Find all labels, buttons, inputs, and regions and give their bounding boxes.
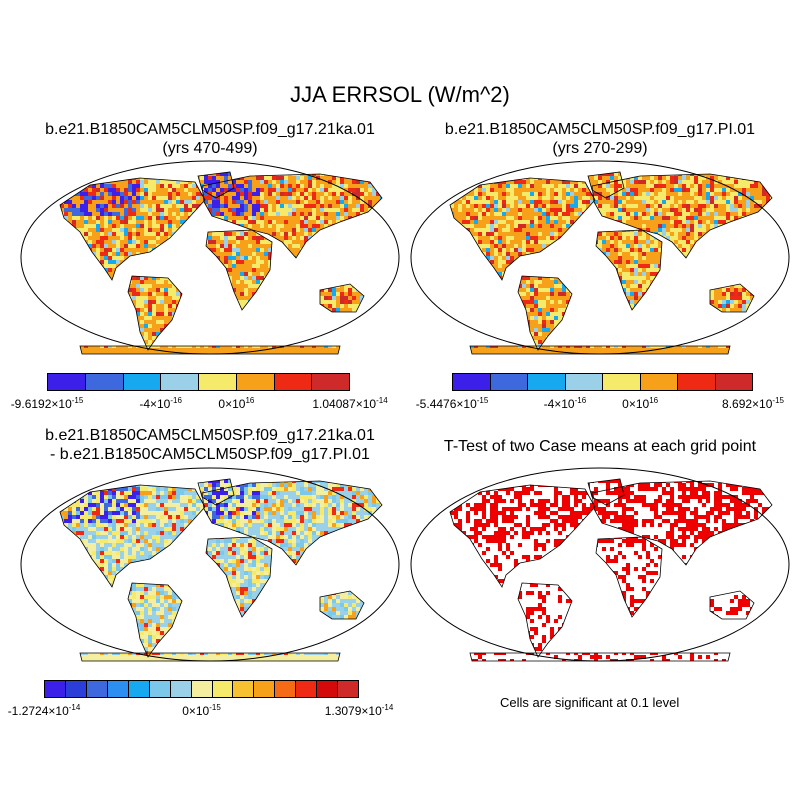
map-coastlines [59, 478, 383, 662]
tick-exponent: -14 [381, 703, 394, 712]
map-border [410, 467, 790, 662]
colorbar-tick-label: -1.2724×10-14 [8, 703, 81, 718]
panel-title-diff: b.e21.B1850CAM5CLM50SP.f09_g17.21ka.01 -… [20, 426, 400, 464]
colorbar-swatch [212, 681, 234, 697]
colorbar-swatch [338, 681, 359, 697]
panel-title-line: - b.e21.B1850CAM5CLM50SP.f09_g17.PI.01 [50, 446, 370, 463]
panel-title-line: T-Test of two Case means at each grid po… [443, 438, 757, 455]
colorbar-tick-label: 0×1016 [622, 396, 658, 411]
tick-exponent: -16 [170, 396, 182, 405]
colorbar-tick-label: -4×10-16 [139, 396, 182, 411]
colorbar-tick-label: 1.3079×10-14 [325, 703, 394, 718]
colorbar-swatch [128, 681, 150, 697]
tick-base: -1.2724×10 [7, 704, 69, 718]
colorbar-tick-label: -9.6192×10-15 [11, 396, 84, 411]
colorbar-swatch [678, 374, 716, 390]
colorbar-case2 [452, 373, 753, 391]
colorbar-swatch [123, 374, 162, 390]
tick-base: 1.3079×10 [324, 704, 382, 718]
tick-exponent: -14 [376, 396, 388, 405]
colorbar-swatch [453, 374, 491, 390]
colorbar-labels-case1: -9.6192×10-15 -4×10-16 0×1016 1.04087×10-14 [11, 396, 388, 412]
tick-exponent: 16 [245, 396, 255, 405]
tick-base: 0×10 [622, 397, 650, 411]
tick-exponent: -15 [71, 396, 84, 405]
panel-title-line: (yrs 470-499) [162, 140, 258, 157]
colorbar-swatch [170, 681, 192, 697]
tick-exponent: -14 [68, 703, 81, 712]
colorbar-swatch [199, 374, 237, 390]
colorbar-swatch [312, 374, 349, 390]
colorbar-diff [44, 680, 359, 698]
colorbar-case1 [47, 373, 350, 391]
map-case1 [20, 160, 400, 355]
map-coastlines [59, 171, 383, 355]
map-coastlines [449, 171, 773, 355]
colorbar-swatch [48, 374, 86, 390]
colorbar-swatch [161, 374, 199, 390]
panel-title-case2: b.e21.B1850CAM5CLM50SP.f09_g17.PI.01 (yr… [410, 120, 790, 158]
tick-exponent: -15 [476, 396, 489, 405]
colorbar-swatch [275, 681, 297, 697]
panel-title-line: b.e21.B1850CAM5CLM50SP.f09_g17.21ka.01 [45, 121, 375, 138]
colorbar-swatch [490, 374, 528, 390]
colorbar-swatch [85, 374, 124, 390]
tick-base: -9.6192×10 [10, 397, 72, 411]
tick-base: 1.04087×10 [312, 397, 377, 411]
colorbar-swatch [86, 681, 108, 697]
map-border [410, 160, 790, 355]
colorbar-swatch [254, 681, 276, 697]
map-coastlines [449, 478, 773, 662]
colorbar-tick-label: 0×1016 [218, 396, 254, 411]
significance-note: Cells are significant at 0.1 level [500, 695, 680, 710]
colorbar-labels-diff: -1.2724×10-14 0×10-15 1.3079×10-14 [8, 703, 394, 719]
colorbar-swatch [603, 374, 641, 390]
map-diff [20, 467, 400, 662]
tick-base: -5.4476×10 [415, 397, 477, 411]
colorbar-swatch [528, 374, 566, 390]
tick-base: 0×10 [218, 397, 246, 411]
map-case2 [410, 160, 790, 355]
map-border [20, 160, 400, 355]
tick-exponent: 16 [649, 396, 659, 405]
tick-base: -4×10 [543, 397, 575, 411]
map-border [20, 467, 400, 662]
panel-title-line: b.e21.B1850CAM5CLM50SP.f09_g17.PI.01 [444, 121, 756, 138]
panel-title-ttest: T-Test of two Case means at each grid po… [410, 437, 790, 456]
tick-base: 0×10 [182, 704, 210, 718]
tick-base: 8.692×10 [722, 397, 773, 411]
colorbar-swatch [191, 681, 213, 697]
colorbar-tick-label: 0×10-15 [182, 703, 221, 718]
panel-title-line: (yrs 270-299) [552, 140, 648, 157]
colorbar-swatch [65, 681, 87, 697]
colorbar-swatch [236, 374, 275, 390]
colorbar-swatch [45, 681, 66, 697]
colorbar-tick-label: -4×10-16 [544, 396, 587, 411]
figure-title: JJA ERRSOL (W/m^2) [290, 82, 510, 107]
colorbar-swatch [233, 681, 255, 697]
map-ttest [410, 467, 790, 662]
panel-title-line: b.e21.B1850CAM5CLM50SP.f09_g17.21ka.01 [45, 427, 375, 444]
colorbar-labels-case2: -5.4476×10-15 -4×10-16 0×1016 8.692×10-15 [416, 396, 784, 412]
tick-exponent: -15 [209, 703, 221, 712]
colorbar-swatch [107, 681, 129, 697]
tick-exponent: -16 [574, 396, 587, 405]
colorbar-swatch [274, 374, 313, 390]
colorbar-swatch [640, 374, 678, 390]
tick-base: -4×10 [139, 397, 171, 411]
colorbar-tick-label: 1.04087×10-14 [312, 396, 387, 411]
colorbar-swatch [715, 374, 752, 390]
colorbar-swatch [317, 681, 339, 697]
panel-title-case1: b.e21.B1850CAM5CLM50SP.f09_g17.21ka.01 (… [20, 120, 400, 158]
colorbar-swatch [565, 374, 603, 390]
colorbar-tick-label: 8.692×10-15 [722, 396, 784, 411]
colorbar-tick-label: -5.4476×10-15 [416, 396, 489, 411]
colorbar-swatch [149, 681, 171, 697]
colorbar-swatch [296, 681, 318, 697]
tick-exponent: -15 [772, 396, 784, 405]
